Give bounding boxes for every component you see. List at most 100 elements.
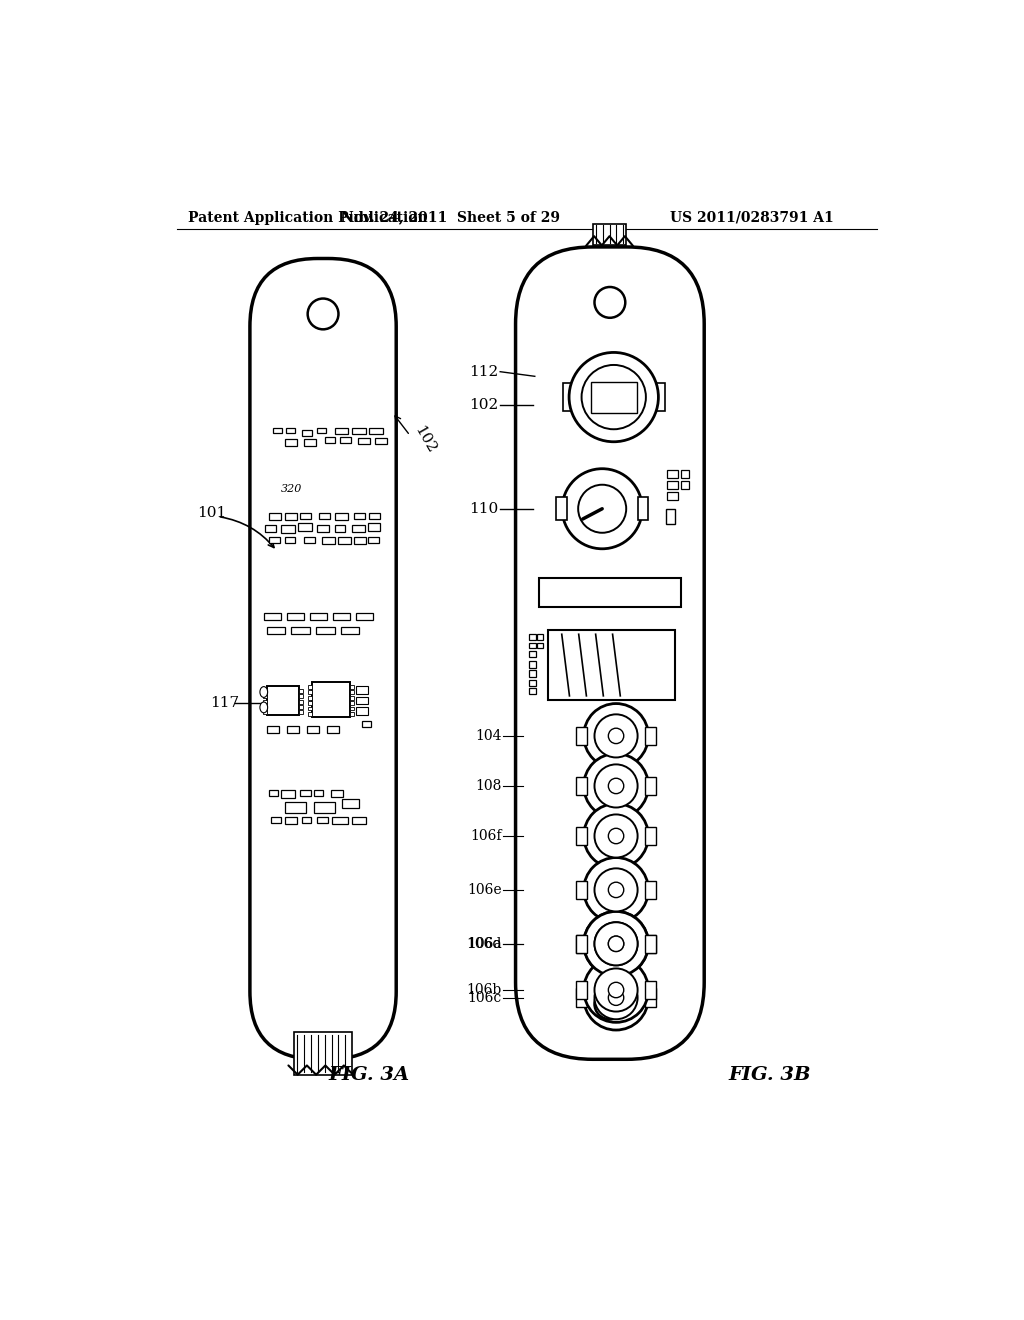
Text: 104: 104 <box>475 729 502 743</box>
Circle shape <box>608 882 624 898</box>
Bar <box>316 525 330 532</box>
Text: 117: 117 <box>210 696 239 710</box>
Bar <box>269 537 280 544</box>
Ellipse shape <box>260 702 267 713</box>
Bar <box>350 701 354 705</box>
Bar <box>577 989 587 1007</box>
Circle shape <box>569 352 658 442</box>
Bar <box>370 512 380 519</box>
Bar <box>354 537 367 544</box>
Circle shape <box>584 804 648 869</box>
Circle shape <box>584 754 648 818</box>
Bar <box>263 694 267 698</box>
Bar <box>681 480 689 488</box>
Bar <box>335 525 345 532</box>
Bar <box>352 525 365 532</box>
Bar <box>681 470 689 478</box>
Bar <box>299 694 303 698</box>
Text: US 2011/0283791 A1: US 2011/0283791 A1 <box>670 211 834 224</box>
Bar <box>652 383 665 411</box>
Bar <box>577 880 587 899</box>
Bar <box>269 789 279 796</box>
Circle shape <box>579 484 627 533</box>
Bar <box>368 537 379 544</box>
Circle shape <box>584 958 648 1022</box>
Bar <box>538 635 543 640</box>
Circle shape <box>595 869 638 911</box>
Bar <box>294 1032 352 1074</box>
Bar <box>307 711 311 715</box>
Bar <box>333 612 350 620</box>
Circle shape <box>584 912 648 977</box>
Bar <box>298 524 312 531</box>
Circle shape <box>608 729 624 743</box>
Text: 106a: 106a <box>467 937 502 950</box>
Bar <box>577 981 587 999</box>
Bar <box>313 803 336 813</box>
Bar <box>593 224 627 246</box>
Bar <box>264 612 281 620</box>
Bar <box>563 383 575 411</box>
Text: 102: 102 <box>412 424 438 455</box>
Bar <box>307 701 311 705</box>
Bar <box>666 508 675 524</box>
Bar <box>341 627 359 635</box>
Circle shape <box>595 977 638 1019</box>
Bar <box>529 671 537 677</box>
Bar <box>316 428 326 433</box>
Bar <box>356 612 373 620</box>
Bar <box>300 512 310 519</box>
Bar <box>577 935 587 953</box>
Circle shape <box>584 858 648 923</box>
Bar <box>645 981 656 999</box>
Bar <box>285 537 295 544</box>
Bar <box>352 428 367 434</box>
Bar <box>285 817 297 824</box>
Text: FIG. 3B: FIG. 3B <box>728 1065 811 1084</box>
Bar <box>375 438 387 444</box>
Bar <box>273 428 283 433</box>
Bar <box>285 803 306 813</box>
Bar <box>286 428 295 433</box>
Bar <box>350 711 354 715</box>
Bar <box>319 512 330 519</box>
Bar <box>350 690 354 694</box>
Bar <box>645 935 656 953</box>
Text: 106e: 106e <box>467 883 502 896</box>
Bar <box>548 631 675 700</box>
Text: 108: 108 <box>475 779 502 793</box>
Bar <box>331 789 343 797</box>
Bar <box>350 685 354 689</box>
Bar <box>316 627 335 635</box>
Bar <box>307 726 319 733</box>
Bar <box>352 817 367 825</box>
Circle shape <box>608 982 624 998</box>
Bar <box>591 381 637 412</box>
Bar <box>299 700 303 704</box>
Bar <box>357 438 370 444</box>
Bar <box>333 817 348 825</box>
Bar <box>325 437 336 444</box>
Circle shape <box>595 286 626 318</box>
Circle shape <box>608 936 624 952</box>
Bar <box>668 492 678 499</box>
Bar <box>281 789 295 797</box>
Bar <box>267 627 286 635</box>
Circle shape <box>562 469 642 549</box>
Bar <box>301 430 312 436</box>
Text: Nov. 24, 2011  Sheet 5 of 29: Nov. 24, 2011 Sheet 5 of 29 <box>341 211 559 224</box>
Bar <box>299 710 303 714</box>
Bar <box>556 498 566 520</box>
Text: Patent Application Publication: Patent Application Publication <box>188 211 428 224</box>
Circle shape <box>595 714 638 758</box>
Bar <box>287 726 299 733</box>
Bar <box>304 440 316 446</box>
Bar <box>577 776 587 795</box>
Bar <box>327 726 339 733</box>
Bar <box>668 470 678 478</box>
Circle shape <box>595 923 638 965</box>
Bar <box>269 512 282 520</box>
Bar <box>300 789 310 796</box>
Bar <box>577 726 587 744</box>
Bar <box>645 989 656 1007</box>
